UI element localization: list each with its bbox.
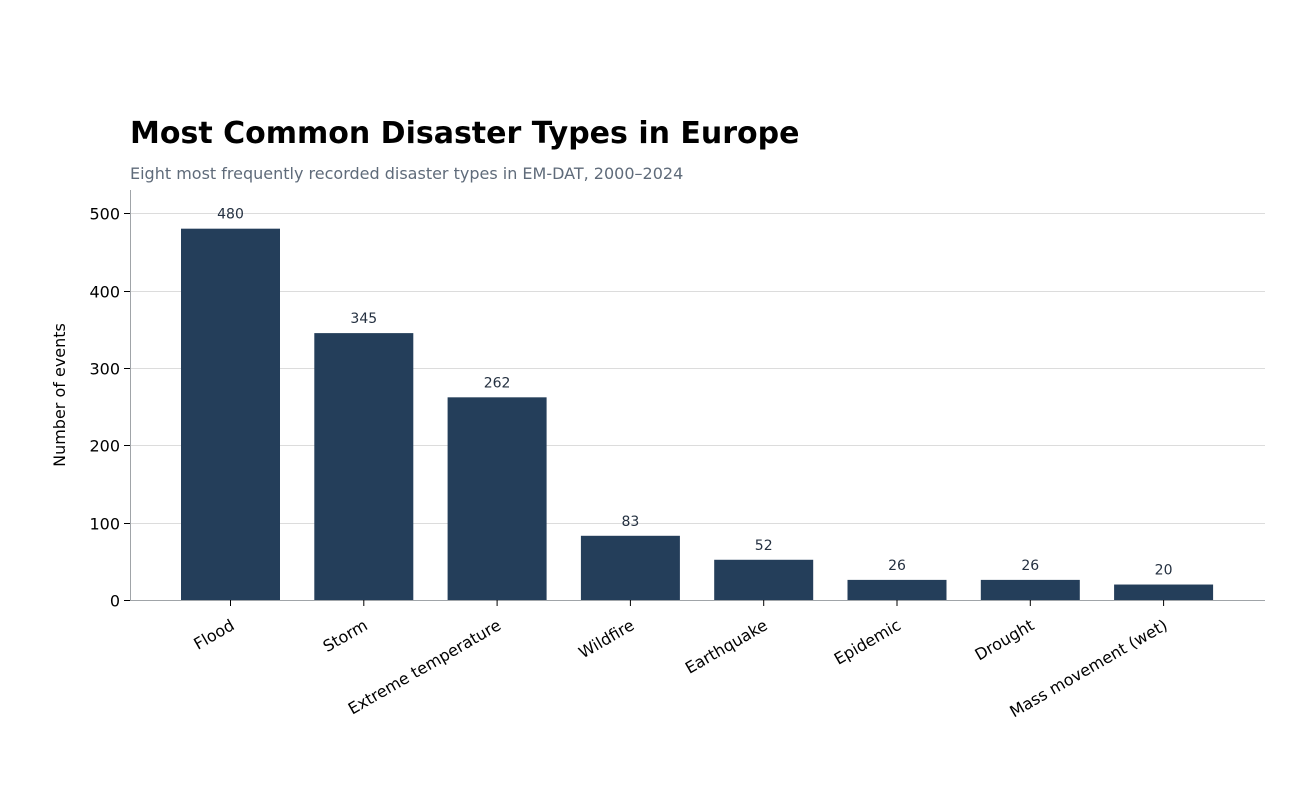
bar <box>847 579 947 600</box>
y-tick-label: 400 <box>89 283 120 302</box>
y-axis-label: Number of events <box>50 323 69 467</box>
value-labels: 480 345 262 83 52 26 26 20 <box>217 207 1172 579</box>
bar-value-label: 83 <box>621 514 639 530</box>
bars <box>181 228 1214 600</box>
bar <box>181 228 280 600</box>
y-ticks: 0 100 200 300 400 500 <box>89 205 130 611</box>
bar <box>1114 584 1214 600</box>
bar <box>980 579 1080 600</box>
chart-subtitle: Eight most frequently recorded disaster … <box>130 164 684 183</box>
x-tick-label: Epidemic <box>831 615 904 668</box>
y-tick-label: 0 <box>110 592 120 611</box>
y-tick-label: 200 <box>89 437 120 456</box>
bar <box>314 333 414 600</box>
chart-title: Most Common Disaster Types in Europe <box>130 116 800 151</box>
bar-value-label: 480 <box>217 207 244 223</box>
y-tick-label: 500 <box>89 205 120 224</box>
bar <box>714 559 814 600</box>
bar-value-label: 345 <box>350 311 377 327</box>
grid-lines <box>130 213 1265 524</box>
bar-value-label: 26 <box>1021 558 1039 574</box>
bar <box>447 397 547 600</box>
bar-value-label: 20 <box>1155 563 1173 579</box>
bar-value-label: 26 <box>888 558 906 574</box>
y-tick-label: 100 <box>89 515 120 534</box>
y-tick-label: 300 <box>89 360 120 379</box>
x-tick-label: Drought <box>971 615 1037 664</box>
bar <box>580 535 680 600</box>
axes <box>130 190 1265 601</box>
x-tick-label: Flood <box>190 615 237 653</box>
bar-value-label: 52 <box>755 538 773 554</box>
x-tick-label: Earthquake <box>682 615 771 677</box>
x-tick-label: Storm <box>320 615 371 656</box>
x-tick-label: Wildfire <box>575 615 637 662</box>
bar-value-label: 262 <box>484 375 511 391</box>
